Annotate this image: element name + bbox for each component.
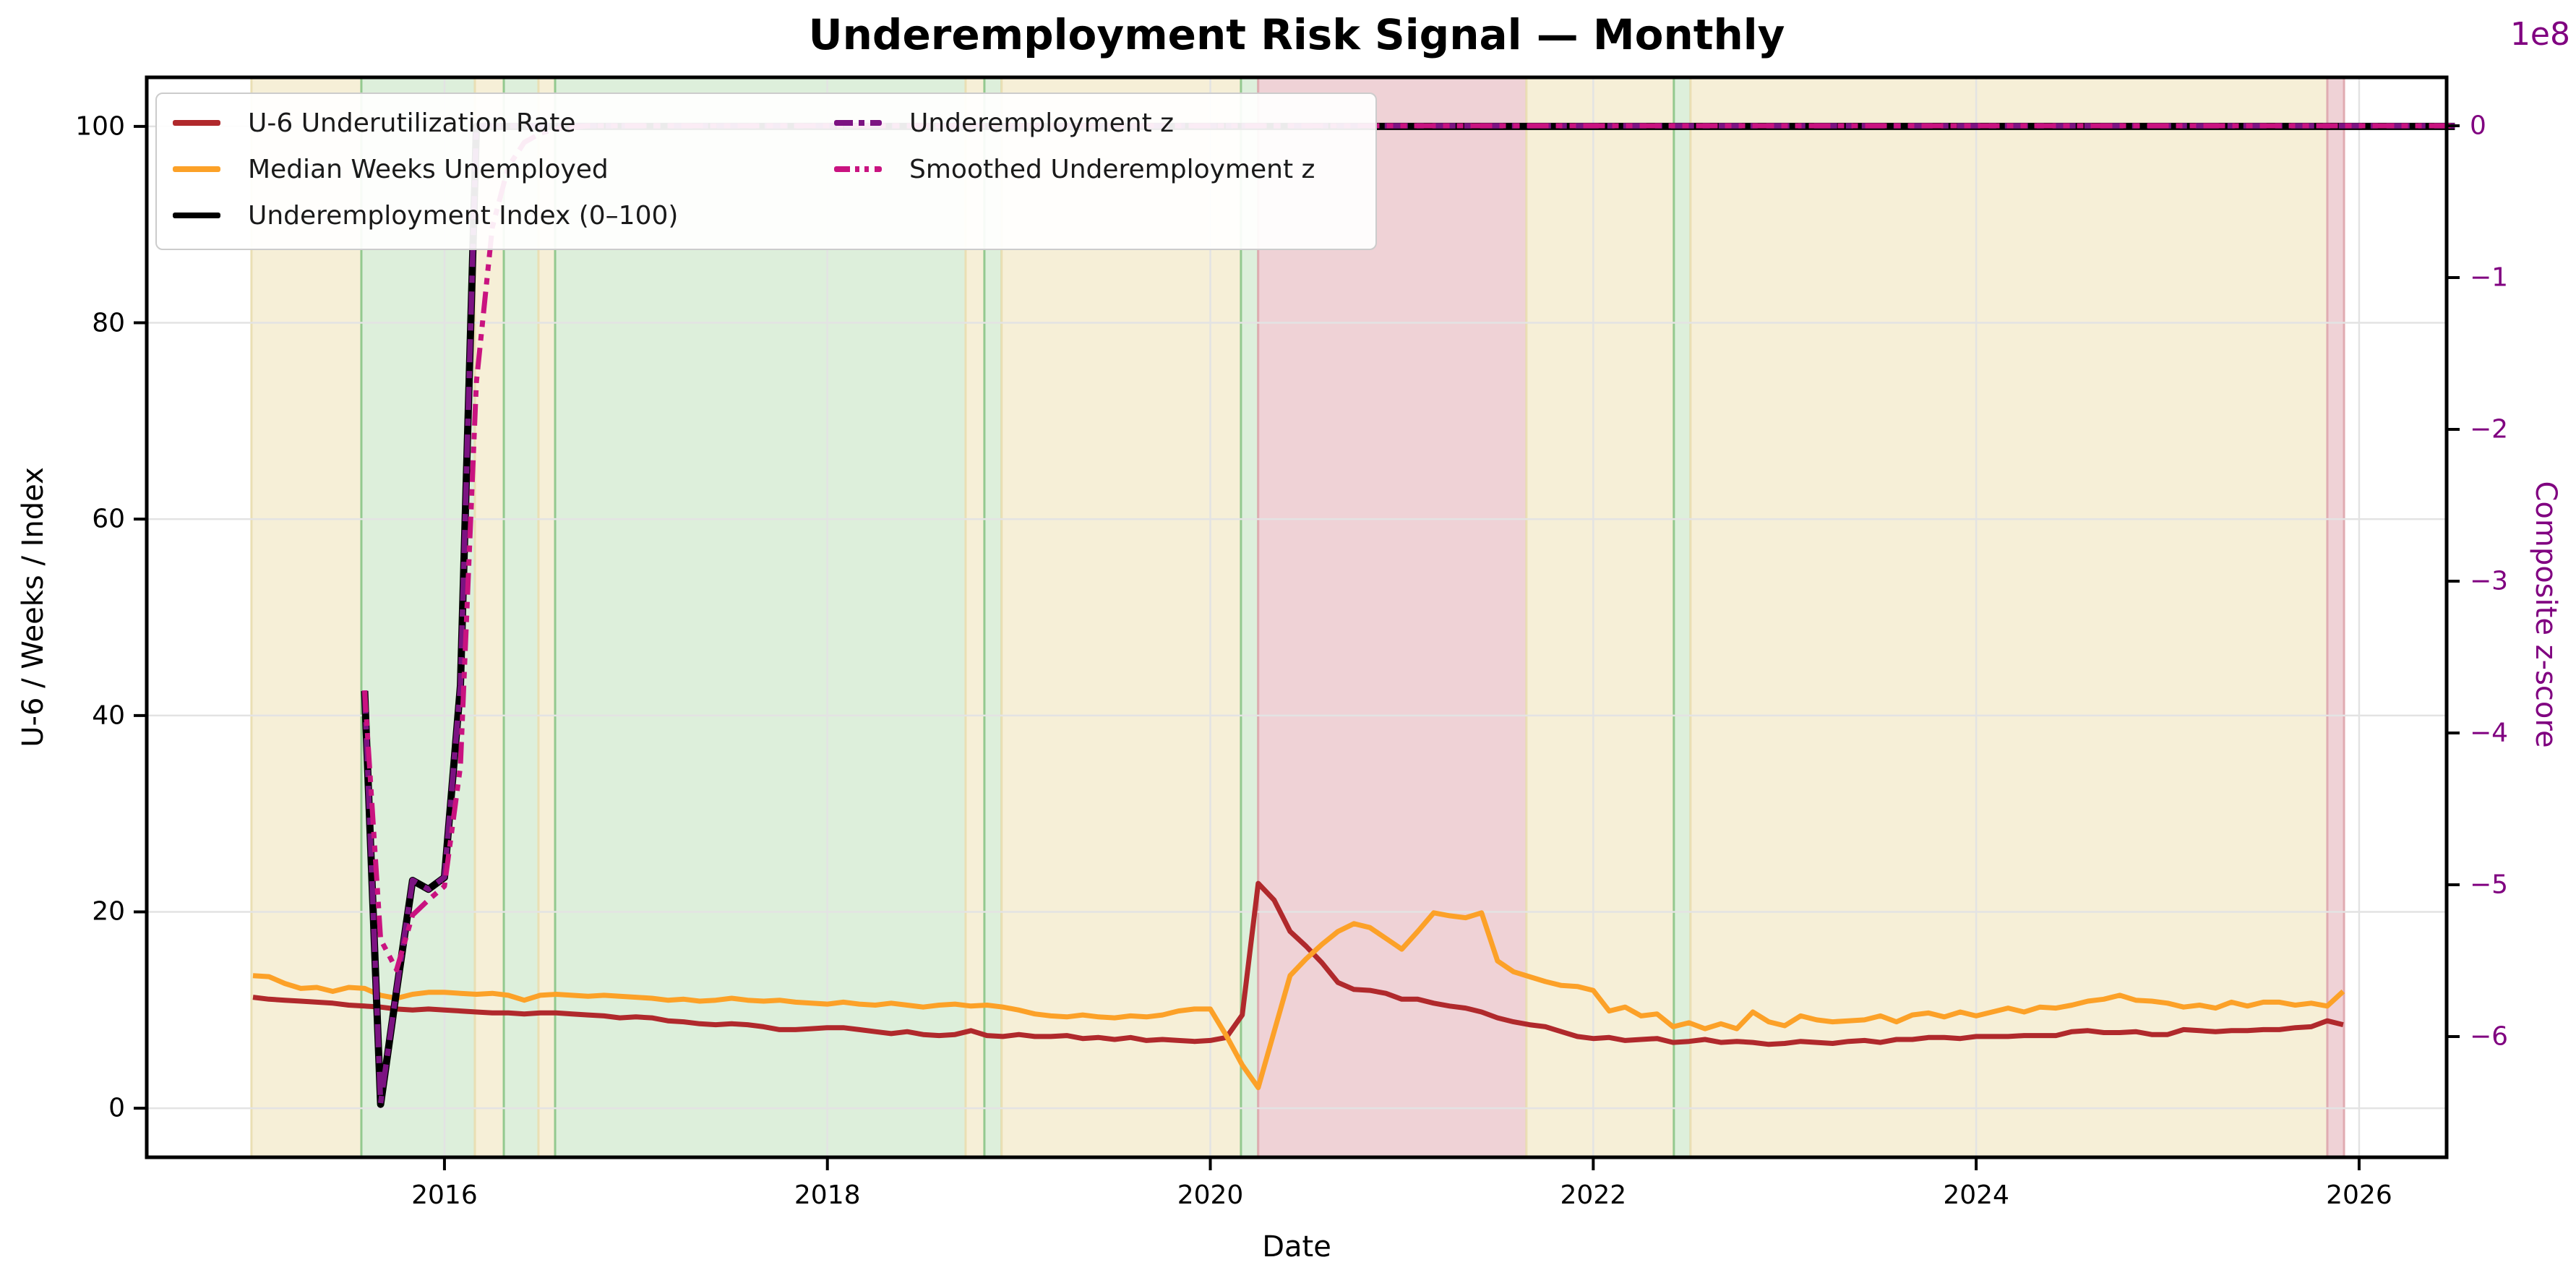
band-yellow (1690, 77, 2327, 1157)
y-left-tick-label: 0 (108, 1093, 125, 1123)
legend-item-u6: U-6 Underutilization Rate (173, 101, 576, 145)
series-median_weeks (252, 910, 2345, 1091)
band-red (2327, 77, 2345, 1157)
legend-swatch-smoothed_z (834, 166, 882, 172)
right-axis-offset-text: 1e8 (2510, 16, 2570, 53)
band-yellow (1001, 77, 1241, 1157)
band-yellow (965, 77, 984, 1157)
y-right-tick-label: −3 (2470, 566, 2509, 596)
x-tick-label: 2026 (2326, 1180, 2392, 1210)
band-green (555, 77, 966, 1157)
y-right-tick-label: −4 (2470, 718, 2509, 748)
band-red (1258, 77, 1527, 1157)
band-yellow (475, 77, 505, 1157)
x-tick-label: 2018 (794, 1180, 861, 1210)
band-green (1673, 77, 1691, 1157)
y-right-tick-label: −2 (2470, 414, 2509, 445)
legend-label: Underemployment Index (0–100) (248, 200, 679, 231)
band-green (504, 77, 538, 1157)
y-right-tick-label: −6 (2470, 1021, 2509, 1052)
tick-marks (134, 124, 2460, 1170)
y-left-tick-label: 60 (92, 504, 125, 534)
band-green (361, 77, 476, 1157)
legend-swatch-z (834, 120, 882, 126)
y-axis-label-left: U-6 / Weeks / Index (17, 467, 50, 747)
legend-item-z: Underemployment z (834, 101, 1174, 145)
legend-swatch-index (173, 213, 220, 218)
band-green (1240, 77, 1258, 1157)
y-left-tick-label: 40 (92, 700, 125, 731)
legend-label: Smoothed Underemployment z (909, 154, 1315, 184)
legend-label: U-6 Underutilization Rate (248, 108, 576, 138)
band-yellow (538, 77, 556, 1157)
band-green (984, 77, 1002, 1157)
legend: U-6 Underutilization Rate Median Weeks Un… (155, 93, 1377, 250)
y-right-tick-label: 0 (2470, 111, 2486, 141)
gridlines (147, 77, 2447, 1157)
legend-item-index: Underemployment Index (0–100) (173, 194, 678, 237)
y-right-tick-label: −1 (2470, 262, 2509, 293)
legend-item-median_weeks: Median Weeks Unemployed (173, 147, 609, 191)
legend-item-smoothed_z: Smoothed Underemployment z (834, 147, 1315, 191)
series-u6 (252, 880, 2344, 1047)
x-tick-label: 2020 (1177, 1180, 1244, 1210)
legend-swatch-u6 (173, 120, 220, 126)
legend-label: Median Weeks Unemployed (248, 154, 609, 184)
y-left-tick-label: 100 (75, 111, 125, 142)
x-tick-label: 2016 (411, 1180, 478, 1210)
axes-spines (145, 75, 2449, 1159)
chart-title: Underemployment Risk Signal — Monthly (808, 10, 1785, 59)
y-left-tick-label: 80 (92, 308, 125, 338)
x-tick-label: 2022 (1560, 1180, 1627, 1210)
x-axis-label: Date (1262, 1230, 1331, 1264)
plot-spines (145, 75, 2449, 1159)
y-right-tick-label: −5 (2470, 870, 2509, 900)
risk-state-bands (250, 77, 2345, 1157)
legend-label: Underemployment z (909, 108, 1175, 138)
x-tick-label: 2024 (1943, 1180, 2009, 1210)
y-axis-label-right: Composite z-score (2529, 481, 2562, 748)
band-yellow (1526, 77, 1674, 1157)
legend-swatch-median_weeks (173, 166, 220, 172)
y-left-tick-label: 20 (92, 896, 125, 927)
